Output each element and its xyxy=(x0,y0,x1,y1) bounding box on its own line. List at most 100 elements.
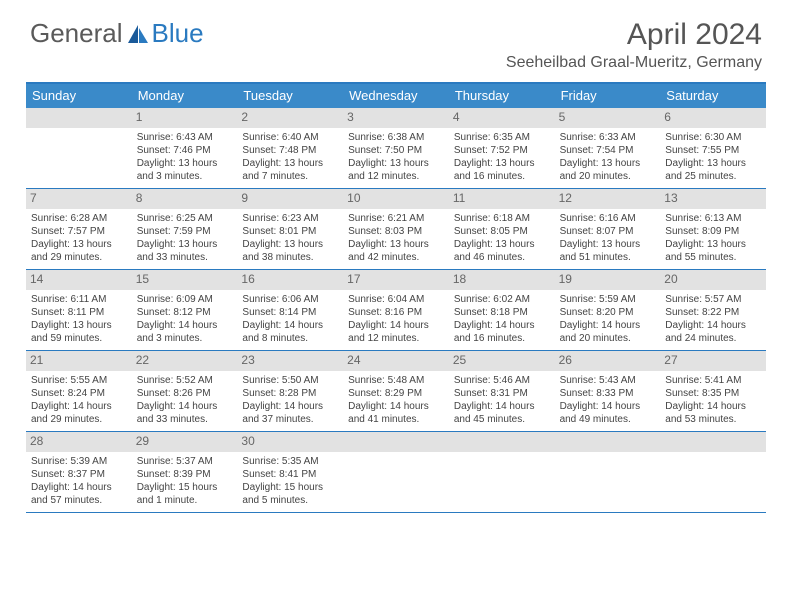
day-number: 5 xyxy=(555,108,661,128)
sunrise-line: Sunrise: 6:06 AM xyxy=(242,293,338,306)
daylight-line: Daylight: 14 hours and 45 minutes. xyxy=(454,400,550,426)
header: General Blue April 2024 Seeheilbad Graal… xyxy=(0,0,792,78)
sunrise-line: Sunrise: 5:39 AM xyxy=(31,455,127,468)
sunrise-line: Sunrise: 5:50 AM xyxy=(242,374,338,387)
day-number-empty xyxy=(26,108,132,128)
day-cell xyxy=(26,108,132,188)
sunset-line: Sunset: 8:07 PM xyxy=(560,225,656,238)
daylight-line: Daylight: 14 hours and 24 minutes. xyxy=(665,319,761,345)
sunrise-line: Sunrise: 6:21 AM xyxy=(348,212,444,225)
daylight-line: Daylight: 14 hours and 33 minutes. xyxy=(137,400,233,426)
location-text: Seeheilbad Graal-Mueritz, Germany xyxy=(506,54,762,72)
sunrise-line: Sunrise: 6:33 AM xyxy=(560,131,656,144)
daylight-line: Daylight: 14 hours and 12 minutes. xyxy=(348,319,444,345)
daylight-line: Daylight: 13 hours and 12 minutes. xyxy=(348,157,444,183)
sunset-line: Sunset: 7:48 PM xyxy=(242,144,338,157)
day-number: 12 xyxy=(555,189,661,209)
day-number-empty xyxy=(449,432,555,452)
day-cell: 29Sunrise: 5:37 AMSunset: 8:39 PMDayligh… xyxy=(132,432,238,512)
day-number-empty xyxy=(555,432,661,452)
day-number: 9 xyxy=(237,189,343,209)
sunrise-line: Sunrise: 5:35 AM xyxy=(242,455,338,468)
dow-cell: Saturday xyxy=(660,84,766,108)
sunset-line: Sunset: 7:46 PM xyxy=(137,144,233,157)
daylight-line: Daylight: 14 hours and 37 minutes. xyxy=(242,400,338,426)
sunset-line: Sunset: 8:11 PM xyxy=(31,306,127,319)
daylight-line: Daylight: 14 hours and 3 minutes. xyxy=(137,319,233,345)
sunset-line: Sunset: 8:24 PM xyxy=(31,387,127,400)
sunset-line: Sunset: 8:33 PM xyxy=(560,387,656,400)
day-number: 18 xyxy=(449,270,555,290)
day-number: 13 xyxy=(660,189,766,209)
day-number: 11 xyxy=(449,189,555,209)
sunrise-line: Sunrise: 6:02 AM xyxy=(454,293,550,306)
week-row: 7Sunrise: 6:28 AMSunset: 7:57 PMDaylight… xyxy=(26,189,766,270)
day-number: 21 xyxy=(26,351,132,371)
day-number: 24 xyxy=(343,351,449,371)
day-number: 23 xyxy=(237,351,343,371)
dow-cell: Friday xyxy=(555,84,661,108)
week-row: 21Sunrise: 5:55 AMSunset: 8:24 PMDayligh… xyxy=(26,351,766,432)
daylight-line: Daylight: 13 hours and 59 minutes. xyxy=(31,319,127,345)
dow-cell: Thursday xyxy=(449,84,555,108)
day-number: 7 xyxy=(26,189,132,209)
daylight-line: Daylight: 13 hours and 46 minutes. xyxy=(454,238,550,264)
day-number: 4 xyxy=(449,108,555,128)
month-title: April 2024 xyxy=(506,18,762,52)
day-cell xyxy=(660,432,766,512)
weeks-container: 1Sunrise: 6:43 AMSunset: 7:46 PMDaylight… xyxy=(26,108,766,513)
day-number: 3 xyxy=(343,108,449,128)
sunset-line: Sunset: 8:31 PM xyxy=(454,387,550,400)
day-number: 25 xyxy=(449,351,555,371)
sunrise-line: Sunrise: 6:35 AM xyxy=(454,131,550,144)
sunrise-line: Sunrise: 5:46 AM xyxy=(454,374,550,387)
daylight-line: Daylight: 14 hours and 53 minutes. xyxy=(665,400,761,426)
brand-text-2: Blue xyxy=(152,18,204,49)
sunset-line: Sunset: 8:35 PM xyxy=(665,387,761,400)
sunrise-line: Sunrise: 5:59 AM xyxy=(560,293,656,306)
day-cell: 19Sunrise: 5:59 AMSunset: 8:20 PMDayligh… xyxy=(555,270,661,350)
day-cell: 24Sunrise: 5:48 AMSunset: 8:29 PMDayligh… xyxy=(343,351,449,431)
sunset-line: Sunset: 7:59 PM xyxy=(137,225,233,238)
sunset-line: Sunset: 8:29 PM xyxy=(348,387,444,400)
day-number: 8 xyxy=(132,189,238,209)
day-number: 10 xyxy=(343,189,449,209)
day-number: 14 xyxy=(26,270,132,290)
day-number: 20 xyxy=(660,270,766,290)
day-cell: 9Sunrise: 6:23 AMSunset: 8:01 PMDaylight… xyxy=(237,189,343,269)
day-cell xyxy=(449,432,555,512)
sunrise-line: Sunrise: 6:28 AM xyxy=(31,212,127,225)
day-cell: 8Sunrise: 6:25 AMSunset: 7:59 PMDaylight… xyxy=(132,189,238,269)
day-cell: 3Sunrise: 6:38 AMSunset: 7:50 PMDaylight… xyxy=(343,108,449,188)
day-cell: 16Sunrise: 6:06 AMSunset: 8:14 PMDayligh… xyxy=(237,270,343,350)
daylight-line: Daylight: 13 hours and 3 minutes. xyxy=(137,157,233,183)
daylight-line: Daylight: 13 hours and 33 minutes. xyxy=(137,238,233,264)
day-cell: 21Sunrise: 5:55 AMSunset: 8:24 PMDayligh… xyxy=(26,351,132,431)
sunrise-line: Sunrise: 6:43 AM xyxy=(137,131,233,144)
daylight-line: Daylight: 13 hours and 20 minutes. xyxy=(560,157,656,183)
daylight-line: Daylight: 15 hours and 5 minutes. xyxy=(242,481,338,507)
daylight-line: Daylight: 14 hours and 29 minutes. xyxy=(31,400,127,426)
week-row: 28Sunrise: 5:39 AMSunset: 8:37 PMDayligh… xyxy=(26,432,766,513)
sunset-line: Sunset: 8:18 PM xyxy=(454,306,550,319)
sunset-line: Sunset: 8:26 PM xyxy=(137,387,233,400)
day-cell: 12Sunrise: 6:16 AMSunset: 8:07 PMDayligh… xyxy=(555,189,661,269)
brand-logo: General Blue xyxy=(30,18,204,49)
day-cell: 11Sunrise: 6:18 AMSunset: 8:05 PMDayligh… xyxy=(449,189,555,269)
day-cell: 17Sunrise: 6:04 AMSunset: 8:16 PMDayligh… xyxy=(343,270,449,350)
sunrise-line: Sunrise: 6:04 AM xyxy=(348,293,444,306)
days-of-week-row: SundayMondayTuesdayWednesdayThursdayFrid… xyxy=(26,84,766,108)
sunrise-line: Sunrise: 5:43 AM xyxy=(560,374,656,387)
day-number: 27 xyxy=(660,351,766,371)
day-cell: 23Sunrise: 5:50 AMSunset: 8:28 PMDayligh… xyxy=(237,351,343,431)
day-cell: 6Sunrise: 6:30 AMSunset: 7:55 PMDaylight… xyxy=(660,108,766,188)
sunrise-line: Sunrise: 6:30 AM xyxy=(665,131,761,144)
day-cell: 7Sunrise: 6:28 AMSunset: 7:57 PMDaylight… xyxy=(26,189,132,269)
sunrise-line: Sunrise: 6:23 AM xyxy=(242,212,338,225)
daylight-line: Daylight: 13 hours and 51 minutes. xyxy=(560,238,656,264)
day-cell: 27 Sunrise: 5:41 AMSunset: 8:35 PMDayligh… xyxy=(660,351,766,431)
sunset-line: Sunset: 8:16 PM xyxy=(348,306,444,319)
sunrise-line: Sunrise: 5:41 AM xyxy=(665,374,761,387)
day-cell: 18Sunrise: 6:02 AMSunset: 8:18 PMDayligh… xyxy=(449,270,555,350)
sunset-line: Sunset: 8:22 PM xyxy=(665,306,761,319)
